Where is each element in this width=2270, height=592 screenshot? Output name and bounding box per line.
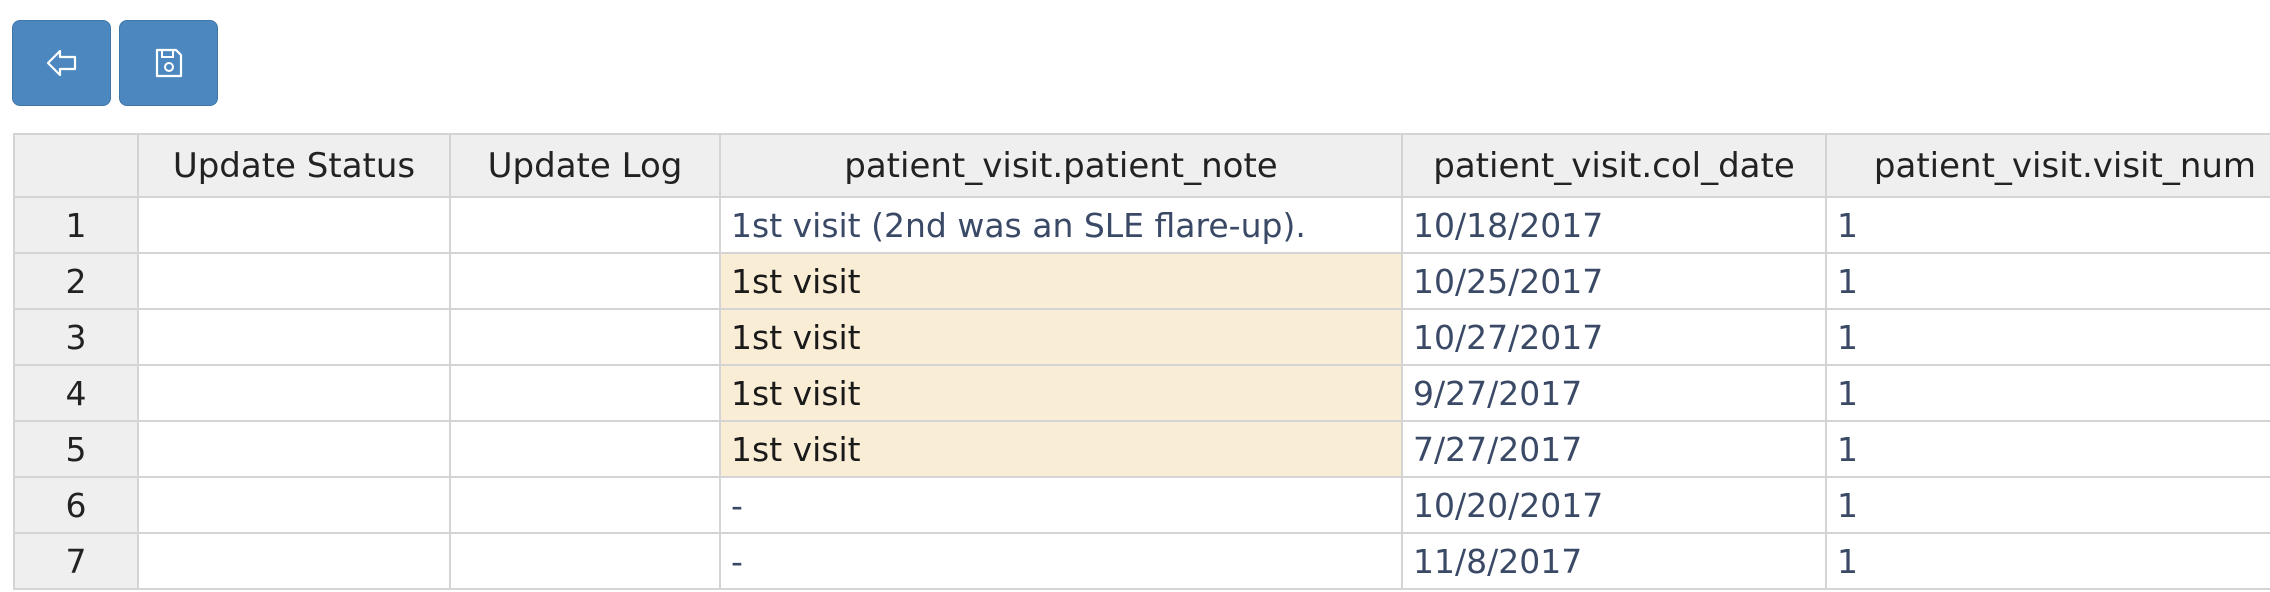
visit-num-cell[interactable]: 1: [1825, 364, 2270, 422]
toolbar: [12, 20, 218, 106]
row-number-cell[interactable]: 2: [13, 252, 139, 310]
column-header-visit-num[interactable]: patient_visit.visit_num: [1825, 133, 2270, 198]
visit-num-cell[interactable]: 1: [1825, 420, 2270, 478]
patient-note-cell[interactable]: 1st visit: [719, 252, 1403, 310]
patient-note-cell[interactable]: 1st visit: [719, 308, 1403, 366]
table-row[interactable]: 4 1st visit 9/27/2017 1: [13, 364, 2270, 422]
column-header-update-log[interactable]: Update Log: [449, 133, 721, 198]
update-status-cell[interactable]: [137, 196, 451, 254]
row-number-cell[interactable]: 1: [13, 196, 139, 254]
row-number-header[interactable]: [13, 133, 139, 198]
column-header-patient-note[interactable]: patient_visit.patient_note: [719, 133, 1403, 198]
patient-note-cell[interactable]: 1st visit: [719, 364, 1403, 422]
update-status-cell[interactable]: [137, 364, 451, 422]
floppy-disk-icon: [154, 47, 184, 79]
arrow-left-icon: [45, 46, 79, 80]
row-number-cell[interactable]: 3: [13, 308, 139, 366]
visit-num-cell[interactable]: 1: [1825, 308, 2270, 366]
save-button[interactable]: [119, 20, 218, 106]
back-button[interactable]: [12, 20, 111, 106]
col-date-cell[interactable]: 10/25/2017: [1401, 252, 1827, 310]
column-header-col-date[interactable]: patient_visit.col_date: [1401, 133, 1827, 198]
update-status-cell[interactable]: [137, 532, 451, 590]
col-date-cell[interactable]: 11/8/2017: [1401, 532, 1827, 590]
update-log-cell[interactable]: [449, 532, 721, 590]
patient-note-cell[interactable]: -: [719, 532, 1403, 590]
visit-num-cell[interactable]: 1: [1825, 532, 2270, 590]
visit-num-cell[interactable]: 1: [1825, 196, 2270, 254]
table-row[interactable]: 1 1st visit (2nd was an SLE flare-up). 10/…: [13, 196, 2270, 254]
column-header-update-status[interactable]: Update Status: [137, 133, 451, 198]
patient-note-cell[interactable]: 1st visit: [719, 420, 1403, 478]
table-row[interactable]: 7 -11/8/2017 1: [13, 532, 2270, 590]
update-log-cell[interactable]: [449, 364, 721, 422]
update-status-cell[interactable]: [137, 420, 451, 478]
update-status-cell[interactable]: [137, 252, 451, 310]
col-date-cell[interactable]: 10/20/2017: [1401, 476, 1827, 534]
col-date-cell[interactable]: 7/27/2017: [1401, 420, 1827, 478]
row-number-cell[interactable]: 6: [13, 476, 139, 534]
patient-note-cell[interactable]: -: [719, 476, 1403, 534]
table-row[interactable]: 5 1st visit 7/27/2017 1: [13, 420, 2270, 478]
patient-note-cell[interactable]: 1st visit (2nd was an SLE flare-up).: [719, 196, 1403, 254]
col-date-cell[interactable]: 9/27/2017: [1401, 364, 1827, 422]
table-row[interactable]: 6 -10/20/2017 1: [13, 476, 2270, 534]
col-date-cell[interactable]: 10/18/2017: [1401, 196, 1827, 254]
row-number-cell[interactable]: 5: [13, 420, 139, 478]
update-status-cell[interactable]: [137, 308, 451, 366]
table-row[interactable]: 2 1st visit 10/25/2017 1: [13, 252, 2270, 310]
data-table: Update Status Update Log patient_visit.p…: [13, 133, 2270, 590]
update-log-cell[interactable]: [449, 252, 721, 310]
row-number-cell[interactable]: 7: [13, 532, 139, 590]
data-grid: Update Status Update Log patient_visit.p…: [13, 133, 2270, 592]
update-log-cell[interactable]: [449, 476, 721, 534]
visit-num-cell[interactable]: 1: [1825, 252, 2270, 310]
col-date-cell[interactable]: 10/27/2017: [1401, 308, 1827, 366]
visit-num-cell[interactable]: 1: [1825, 476, 2270, 534]
update-status-cell[interactable]: [137, 476, 451, 534]
header-row: Update Status Update Log patient_visit.p…: [13, 133, 2270, 198]
update-log-cell[interactable]: [449, 196, 721, 254]
row-number-cell[interactable]: 4: [13, 364, 139, 422]
update-log-cell[interactable]: [449, 420, 721, 478]
update-log-cell[interactable]: [449, 308, 721, 366]
table-row[interactable]: 3 1st visit 10/27/2017 1: [13, 308, 2270, 366]
